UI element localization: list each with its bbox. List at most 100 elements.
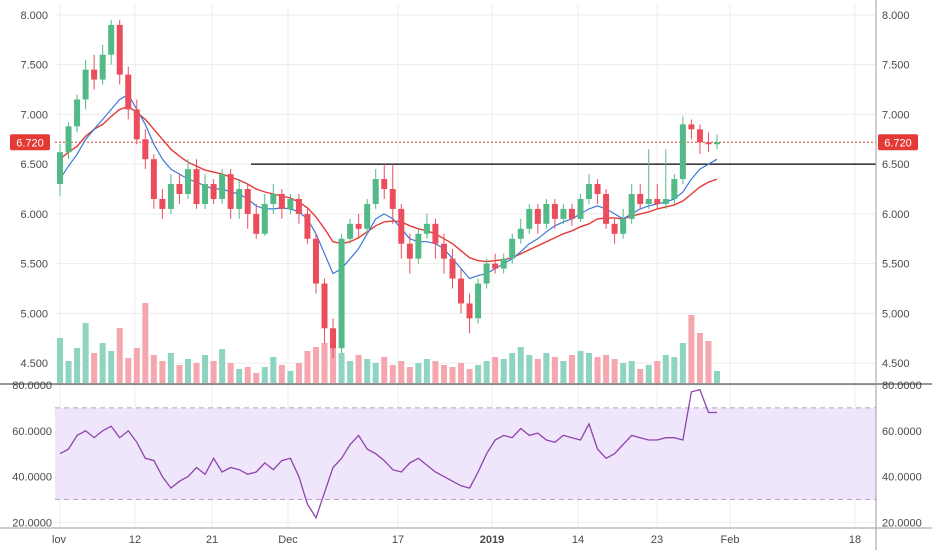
volume-bar-23 xyxy=(253,373,260,383)
candle-body-44 xyxy=(432,223,439,244)
volume-bar-15 xyxy=(184,359,191,383)
candle-body-9 xyxy=(133,109,140,140)
candle-body-36 xyxy=(364,203,371,229)
candle-39 xyxy=(389,164,396,224)
candle-body-34 xyxy=(347,223,354,239)
candle-body-63 xyxy=(594,184,601,194)
rsi-tick-left-3: 20.0000 xyxy=(12,517,52,529)
volume-bar-31 xyxy=(321,343,328,383)
candle-body-31 xyxy=(321,283,328,329)
candle-body-29 xyxy=(304,213,311,239)
candle-body-70 xyxy=(654,198,661,204)
candle-body-30 xyxy=(312,238,319,284)
candle-13 xyxy=(167,174,174,214)
volume-bar-42 xyxy=(415,363,422,383)
candle-body-32 xyxy=(330,328,337,349)
volume-bar-26 xyxy=(278,365,285,383)
x-tick-4: 17 xyxy=(392,534,404,546)
volume-bar-44 xyxy=(432,361,439,383)
candle-body-41 xyxy=(406,243,413,259)
price-tick-right-5: 5.500 xyxy=(882,259,910,271)
volume-bar-56 xyxy=(534,359,541,383)
x-tick-1: 12 xyxy=(129,534,141,546)
candle-22 xyxy=(244,184,251,229)
volume-bar-60 xyxy=(568,355,575,383)
volume-bar-64 xyxy=(603,355,610,383)
candle-body-50 xyxy=(483,263,490,284)
volume-bar-14 xyxy=(176,365,183,383)
volume-bar-25 xyxy=(270,357,277,383)
volume-bar-6 xyxy=(108,351,115,383)
volume-bar-51 xyxy=(492,357,499,383)
candle-body-21 xyxy=(236,189,243,209)
candle-body-48 xyxy=(466,303,473,319)
volume-bar-37 xyxy=(372,363,379,383)
candle-33 xyxy=(338,233,345,354)
candle-56 xyxy=(534,203,541,234)
volume-bar-68 xyxy=(637,369,644,383)
volume-bar-70 xyxy=(654,361,661,383)
volume-bar-28 xyxy=(295,363,302,383)
candle-20 xyxy=(227,169,234,219)
volume-bar-8 xyxy=(125,358,132,383)
candle-body-71 xyxy=(662,198,669,204)
candle-body-7 xyxy=(116,24,123,75)
volume-bar-59 xyxy=(560,361,567,383)
candle-74 xyxy=(688,119,695,140)
candle-11 xyxy=(150,154,157,209)
candle-body-1 xyxy=(65,126,72,153)
candle-body-13 xyxy=(167,184,174,209)
candle-body-18 xyxy=(210,184,217,199)
x-tick-8: Feb xyxy=(721,534,740,546)
candle-body-15 xyxy=(184,169,191,194)
volume-bar-10 xyxy=(142,303,149,383)
candle-body-16 xyxy=(193,169,200,204)
candle-body-2 xyxy=(74,99,81,127)
candle-53 xyxy=(509,233,516,264)
candle-76 xyxy=(705,132,712,153)
volume-bar-18 xyxy=(210,361,217,383)
last-price-label-left: 6.720 xyxy=(16,137,44,149)
rsi-tick-right-0: 80.0000 xyxy=(882,380,922,392)
candle-body-56 xyxy=(534,208,541,224)
candle-body-11 xyxy=(150,159,157,199)
candle-60 xyxy=(568,203,575,226)
candle-66 xyxy=(620,208,627,239)
candle-body-20 xyxy=(227,174,234,209)
candle-36 xyxy=(364,198,371,234)
price-tick-left-7: 4.500 xyxy=(20,358,48,370)
candle-19 xyxy=(219,169,226,204)
volume-bar-69 xyxy=(645,365,652,383)
candle-body-52 xyxy=(500,258,507,269)
candle-46 xyxy=(449,248,456,289)
candle-2 xyxy=(74,94,81,133)
candle-30 xyxy=(312,233,319,294)
candle-body-14 xyxy=(176,184,183,194)
candle-body-43 xyxy=(423,223,430,234)
candle-71 xyxy=(662,149,669,209)
candle-body-10 xyxy=(142,139,149,160)
candle-70 xyxy=(654,184,661,209)
rsi-tick-right-3: 20.0000 xyxy=(882,517,922,529)
price-tick-right-4: 6.000 xyxy=(882,209,910,221)
volume-bar-75 xyxy=(696,333,703,383)
candle-body-53 xyxy=(509,238,516,259)
x-tick-6: 14 xyxy=(572,534,584,546)
candle-28 xyxy=(295,194,302,224)
candle-body-0 xyxy=(57,152,63,185)
candle-8 xyxy=(125,66,132,120)
volume-bar-40 xyxy=(398,361,405,383)
volume-bar-49 xyxy=(475,365,482,383)
candle-1 xyxy=(65,122,72,160)
volume-bar-22 xyxy=(244,367,251,383)
volume-bar-2 xyxy=(74,348,81,383)
volume-bar-38 xyxy=(381,357,388,383)
candle-body-40 xyxy=(398,208,405,244)
volume-bar-53 xyxy=(509,353,516,383)
volume-bar-74 xyxy=(688,315,695,383)
candle-51 xyxy=(492,253,499,274)
price-tick-right-0: 8.000 xyxy=(882,10,910,22)
candle-14 xyxy=(176,174,183,204)
x-tick-3: Dec xyxy=(278,534,298,546)
price-tick-right-7: 4.500 xyxy=(882,358,910,370)
